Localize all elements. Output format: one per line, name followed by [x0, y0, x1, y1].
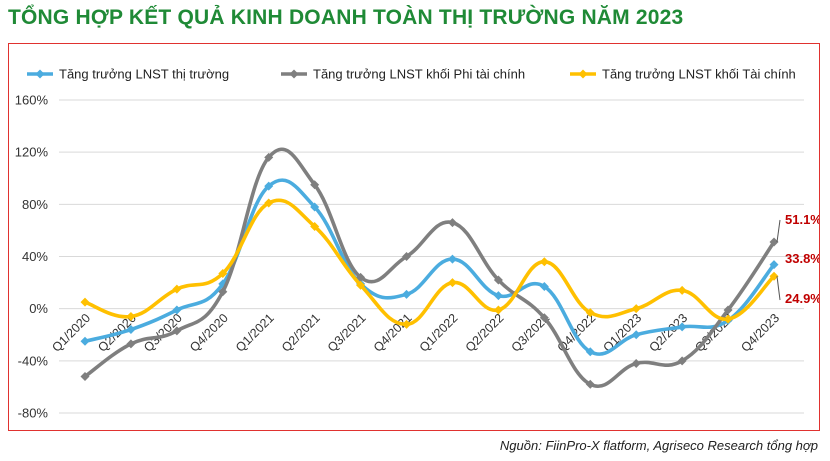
x-tick-label: Q1/2022: [417, 311, 461, 355]
legend-label: Tăng trưởng LNST thị trường: [59, 67, 229, 82]
y-tick-label: 80%: [22, 197, 48, 212]
data-point: [218, 279, 228, 289]
data-point: [80, 371, 90, 381]
data-point: [539, 281, 549, 291]
series-line: [83, 198, 776, 327]
legend-label: Tăng trưởng LNST khối Tài chính: [602, 67, 796, 82]
leader-line: [776, 276, 781, 301]
legend-marker: [35, 69, 45, 79]
series-line: [83, 178, 776, 356]
data-point: [585, 347, 595, 357]
data-point: [769, 260, 779, 270]
data-point: [172, 305, 182, 315]
data-point: [677, 322, 687, 332]
x-tick-label: Q4/2020: [187, 311, 231, 355]
chart-legend: Tăng trưởng LNST thị trường Tăng trưởng L…: [27, 67, 796, 82]
x-tick-label: Q1/2021: [233, 311, 277, 355]
y-tick-label: 0%: [29, 301, 48, 316]
data-point: [585, 379, 595, 389]
data-point: [172, 284, 182, 294]
source-note: Nguồn: FiinPro-X flatform, Agriseco Rese…: [499, 438, 818, 453]
data-point: [631, 330, 641, 340]
data-point: [539, 257, 549, 267]
data-point: [447, 254, 457, 264]
data-point: [126, 339, 136, 349]
y-tick-label: 120%: [15, 145, 49, 160]
end-value-labels: 51.1% 33.8% 24.9%: [776, 212, 819, 306]
line-chart: Tăng trưởng LNST thị trường Tăng trưởng L…: [15, 67, 819, 421]
data-point: [126, 311, 136, 321]
y-tick-label: 40%: [22, 249, 48, 264]
data-point: [264, 152, 274, 162]
legend-label: Tăng trưởng LNST khối Phi tài chính: [313, 67, 525, 82]
x-tick-label: Q2/2022: [463, 311, 507, 355]
data-point: [172, 326, 182, 336]
legend-marker: [289, 69, 299, 79]
data-point: [356, 280, 366, 290]
y-tick-label: -40%: [18, 353, 49, 368]
data-point: [631, 304, 641, 314]
data-point: [402, 319, 412, 329]
data-point: [677, 285, 687, 295]
leader-line: [776, 219, 781, 243]
chart-series: [80, 147, 779, 389]
data-point: [80, 336, 90, 346]
data-point: [769, 237, 779, 247]
data-point: [310, 222, 320, 232]
data-point: [402, 289, 412, 299]
x-tick-label: Q3/2021: [325, 311, 369, 355]
data-point: [539, 313, 549, 323]
chart-frame: Tăng trưởng LNST thị trường Tăng trưởng L…: [8, 43, 820, 431]
page-title: TỔNG HỢP KẾT QUẢ KINH DOANH TOÀN THỊ TRƯ…: [8, 6, 684, 29]
x-tick-label: Q4/2022: [555, 311, 599, 355]
data-point: [264, 198, 274, 208]
end-value-label: 24.9%: [785, 291, 819, 306]
x-tick-label: Q1/2020: [49, 311, 93, 355]
data-point: [218, 287, 228, 297]
data-point: [723, 314, 733, 324]
data-point: [356, 272, 366, 282]
x-tick-label: Q4/2021: [371, 311, 415, 355]
data-point: [402, 252, 412, 261]
data-point: [218, 268, 228, 278]
end-value-label: 51.1%: [785, 212, 819, 227]
data-point: [493, 305, 503, 315]
y-axis: -80% -40% 0% 40% 80% 120% 160%: [15, 93, 49, 421]
end-value-label: 33.8%: [785, 251, 819, 266]
data-point: [310, 180, 320, 190]
data-point: [126, 325, 136, 335]
y-tick-label: 160%: [15, 93, 49, 108]
data-point: [447, 218, 457, 228]
data-point: [631, 358, 641, 368]
data-point: [493, 291, 503, 301]
x-tick-label: Q2/2021: [279, 311, 323, 355]
data-point: [585, 308, 595, 318]
series-line: [83, 147, 776, 388]
y-tick-label: -80%: [18, 406, 49, 421]
data-point: [310, 202, 320, 212]
data-point: [677, 356, 687, 366]
data-point: [447, 278, 457, 288]
data-point: [80, 297, 90, 307]
data-point: [493, 275, 503, 285]
legend-marker: [578, 69, 588, 79]
data-point: [723, 305, 733, 315]
chart-grid: [59, 99, 804, 414]
data-point: [264, 181, 274, 191]
data-point: [769, 271, 779, 281]
x-tick-label: Q4/2023: [738, 311, 782, 355]
